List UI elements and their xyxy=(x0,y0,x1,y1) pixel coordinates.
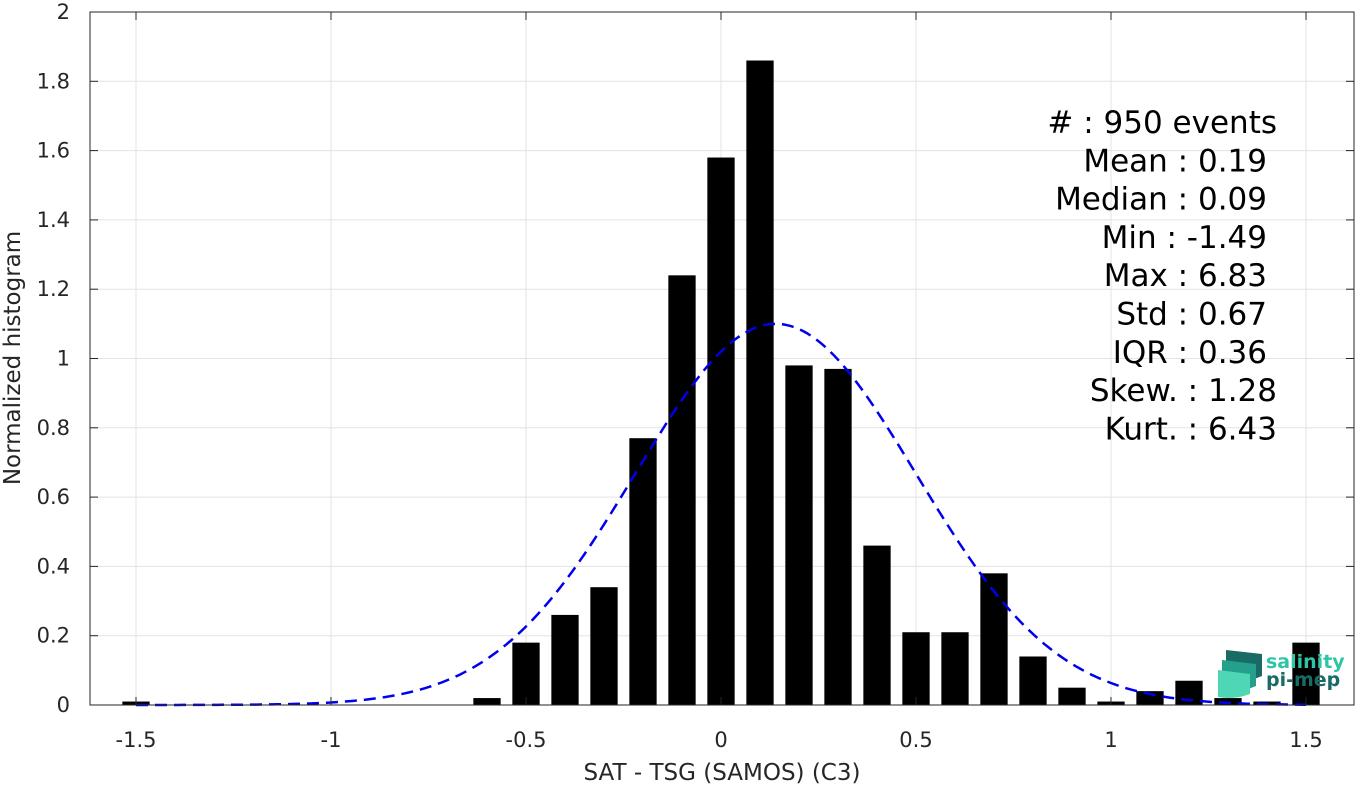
y-tick-label: 1.4 xyxy=(37,208,70,232)
histogram-bar xyxy=(473,698,501,705)
logo-text-salinity: salinity xyxy=(1266,651,1345,673)
histogram-bar xyxy=(941,632,969,705)
histogram-bar xyxy=(746,60,774,705)
x-axis-label: SAT - TSG (SAMOS) (C3) xyxy=(584,760,861,785)
stat-line: Std : 0.67 xyxy=(1116,297,1267,333)
histogram-bar xyxy=(1214,698,1242,705)
histogram-bar xyxy=(1292,642,1320,705)
histogram-bar xyxy=(707,157,735,705)
histogram-bar xyxy=(512,642,540,705)
stat-line: IQR : 0.36 xyxy=(1113,335,1267,371)
y-tick-label: 0.8 xyxy=(37,416,70,440)
y-tick-label: 2 xyxy=(57,0,70,24)
x-tick-label: -1.5 xyxy=(116,728,157,752)
x-tick-label: 0.5 xyxy=(899,728,932,752)
histogram-bar xyxy=(590,587,618,705)
stat-line: Kurt. : 6.43 xyxy=(1105,411,1277,447)
salinity-pi-mep-logo: salinity pi-mep xyxy=(1218,650,1345,698)
stat-line: Max : 6.83 xyxy=(1104,258,1267,294)
x-tick-label: 1 xyxy=(1104,728,1117,752)
histogram-bar xyxy=(1019,656,1047,705)
stat-line: Min : -1.49 xyxy=(1102,220,1267,256)
stat-line: Median : 0.09 xyxy=(1055,182,1267,218)
stat-line: Mean : 0.19 xyxy=(1083,143,1267,179)
stat-line: Skew. : 1.28 xyxy=(1090,373,1277,409)
x-tick-label: 1.5 xyxy=(1289,728,1322,752)
histogram-bar xyxy=(863,545,891,705)
histogram-bar xyxy=(551,614,579,705)
histogram-bar xyxy=(1058,687,1086,705)
logo-wave-front xyxy=(1218,670,1250,698)
y-tick-label: 0.4 xyxy=(37,554,70,578)
histogram-bar xyxy=(902,632,930,705)
y-tick-label: 0.6 xyxy=(37,485,70,509)
bars xyxy=(122,60,1320,705)
x-tick-label: -0.5 xyxy=(506,728,547,752)
axis-ticks: -1.5 -1 -0.5 0 0.5 1 1.5 0 0.2 0.4 0.6 0.8 1 1.2 1.4 1.… xyxy=(37,0,1354,752)
logo-text-pi-mep: pi-mep xyxy=(1266,669,1340,691)
y-tick-label: 0.2 xyxy=(37,624,70,648)
y-tick-label: 0 xyxy=(57,693,70,717)
histogram-bar xyxy=(980,573,1008,705)
histogram-bar xyxy=(824,368,852,705)
stat-line: # : 950 events xyxy=(1047,105,1277,141)
histogram-bar xyxy=(629,438,657,705)
histogram-bar xyxy=(1136,691,1164,705)
x-tick-label: -1 xyxy=(321,728,342,752)
y-tick-label: 1.8 xyxy=(37,69,70,93)
y-axis-label: Normalized histogram xyxy=(0,231,26,485)
histogram-bar xyxy=(785,365,813,705)
y-tick-label: 1.2 xyxy=(37,277,70,301)
x-tick-label: 0 xyxy=(714,728,727,752)
histogram-bar xyxy=(1175,680,1203,705)
histogram-bar xyxy=(668,275,696,705)
y-tick-label: 1.6 xyxy=(37,139,70,163)
y-tick-label: 1 xyxy=(57,347,70,371)
